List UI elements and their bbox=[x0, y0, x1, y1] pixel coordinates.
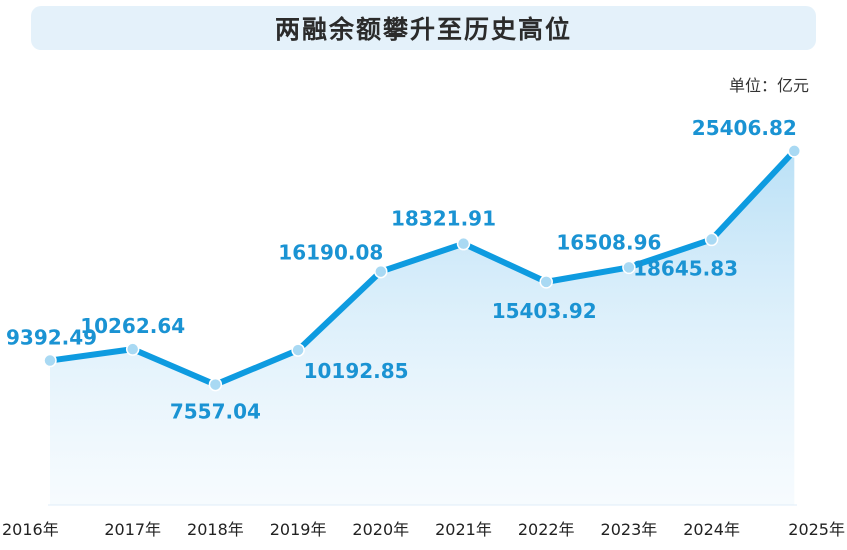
data-label: 7557.04 bbox=[170, 400, 261, 424]
x-tick-label: 2022年 bbox=[518, 520, 575, 539]
x-tick-label: 2023年 bbox=[601, 520, 658, 539]
x-tick-label: 2024年 bbox=[683, 520, 740, 539]
chart-title-bar: 两融余额攀升至历史高位 bbox=[31, 6, 816, 50]
data-points bbox=[43, 144, 802, 392]
x-tick-label: 2016年 bbox=[2, 520, 59, 539]
area-fill bbox=[50, 150, 795, 505]
data-point bbox=[704, 232, 719, 247]
data-point bbox=[43, 353, 57, 368]
x-tick-label: 2021年 bbox=[435, 520, 492, 539]
x-tick-label: 2020年 bbox=[352, 520, 409, 539]
data-point bbox=[291, 343, 305, 357]
data-point bbox=[208, 377, 223, 392]
data-label: 10262.64 bbox=[80, 314, 185, 338]
data-label: 10192.85 bbox=[304, 359, 409, 383]
data-point bbox=[456, 236, 471, 251]
data-label: 18321.91 bbox=[391, 207, 496, 231]
x-axis-tick-labels: 2016年 2017年 2018年 2019年 2020年 2021年 2022年 2023年… bbox=[2, 520, 845, 539]
x-tick-label: 2025年 bbox=[788, 520, 845, 539]
chart-title: 两融余额攀升至历史高位 bbox=[274, 15, 572, 44]
x-tick-label: 2019年 bbox=[270, 520, 327, 539]
data-point bbox=[374, 264, 388, 279]
data-label: 18645.83 bbox=[633, 256, 738, 280]
unit-label: 单位：亿元 bbox=[728, 76, 809, 95]
data-point bbox=[539, 275, 553, 289]
data-point bbox=[787, 144, 802, 158]
data-point bbox=[622, 260, 636, 275]
data-label: 16190.08 bbox=[278, 241, 383, 265]
x-tick-label: 2018年 bbox=[187, 520, 244, 539]
data-point bbox=[125, 342, 140, 356]
data-label: 15403.92 bbox=[492, 299, 597, 323]
data-label: 16508.96 bbox=[556, 230, 661, 254]
x-tick-label: 2017年 bbox=[104, 520, 161, 539]
series-line bbox=[47, 147, 798, 388]
data-label: 9392.49 bbox=[6, 326, 97, 350]
data-label: 25406.82 bbox=[692, 116, 797, 140]
